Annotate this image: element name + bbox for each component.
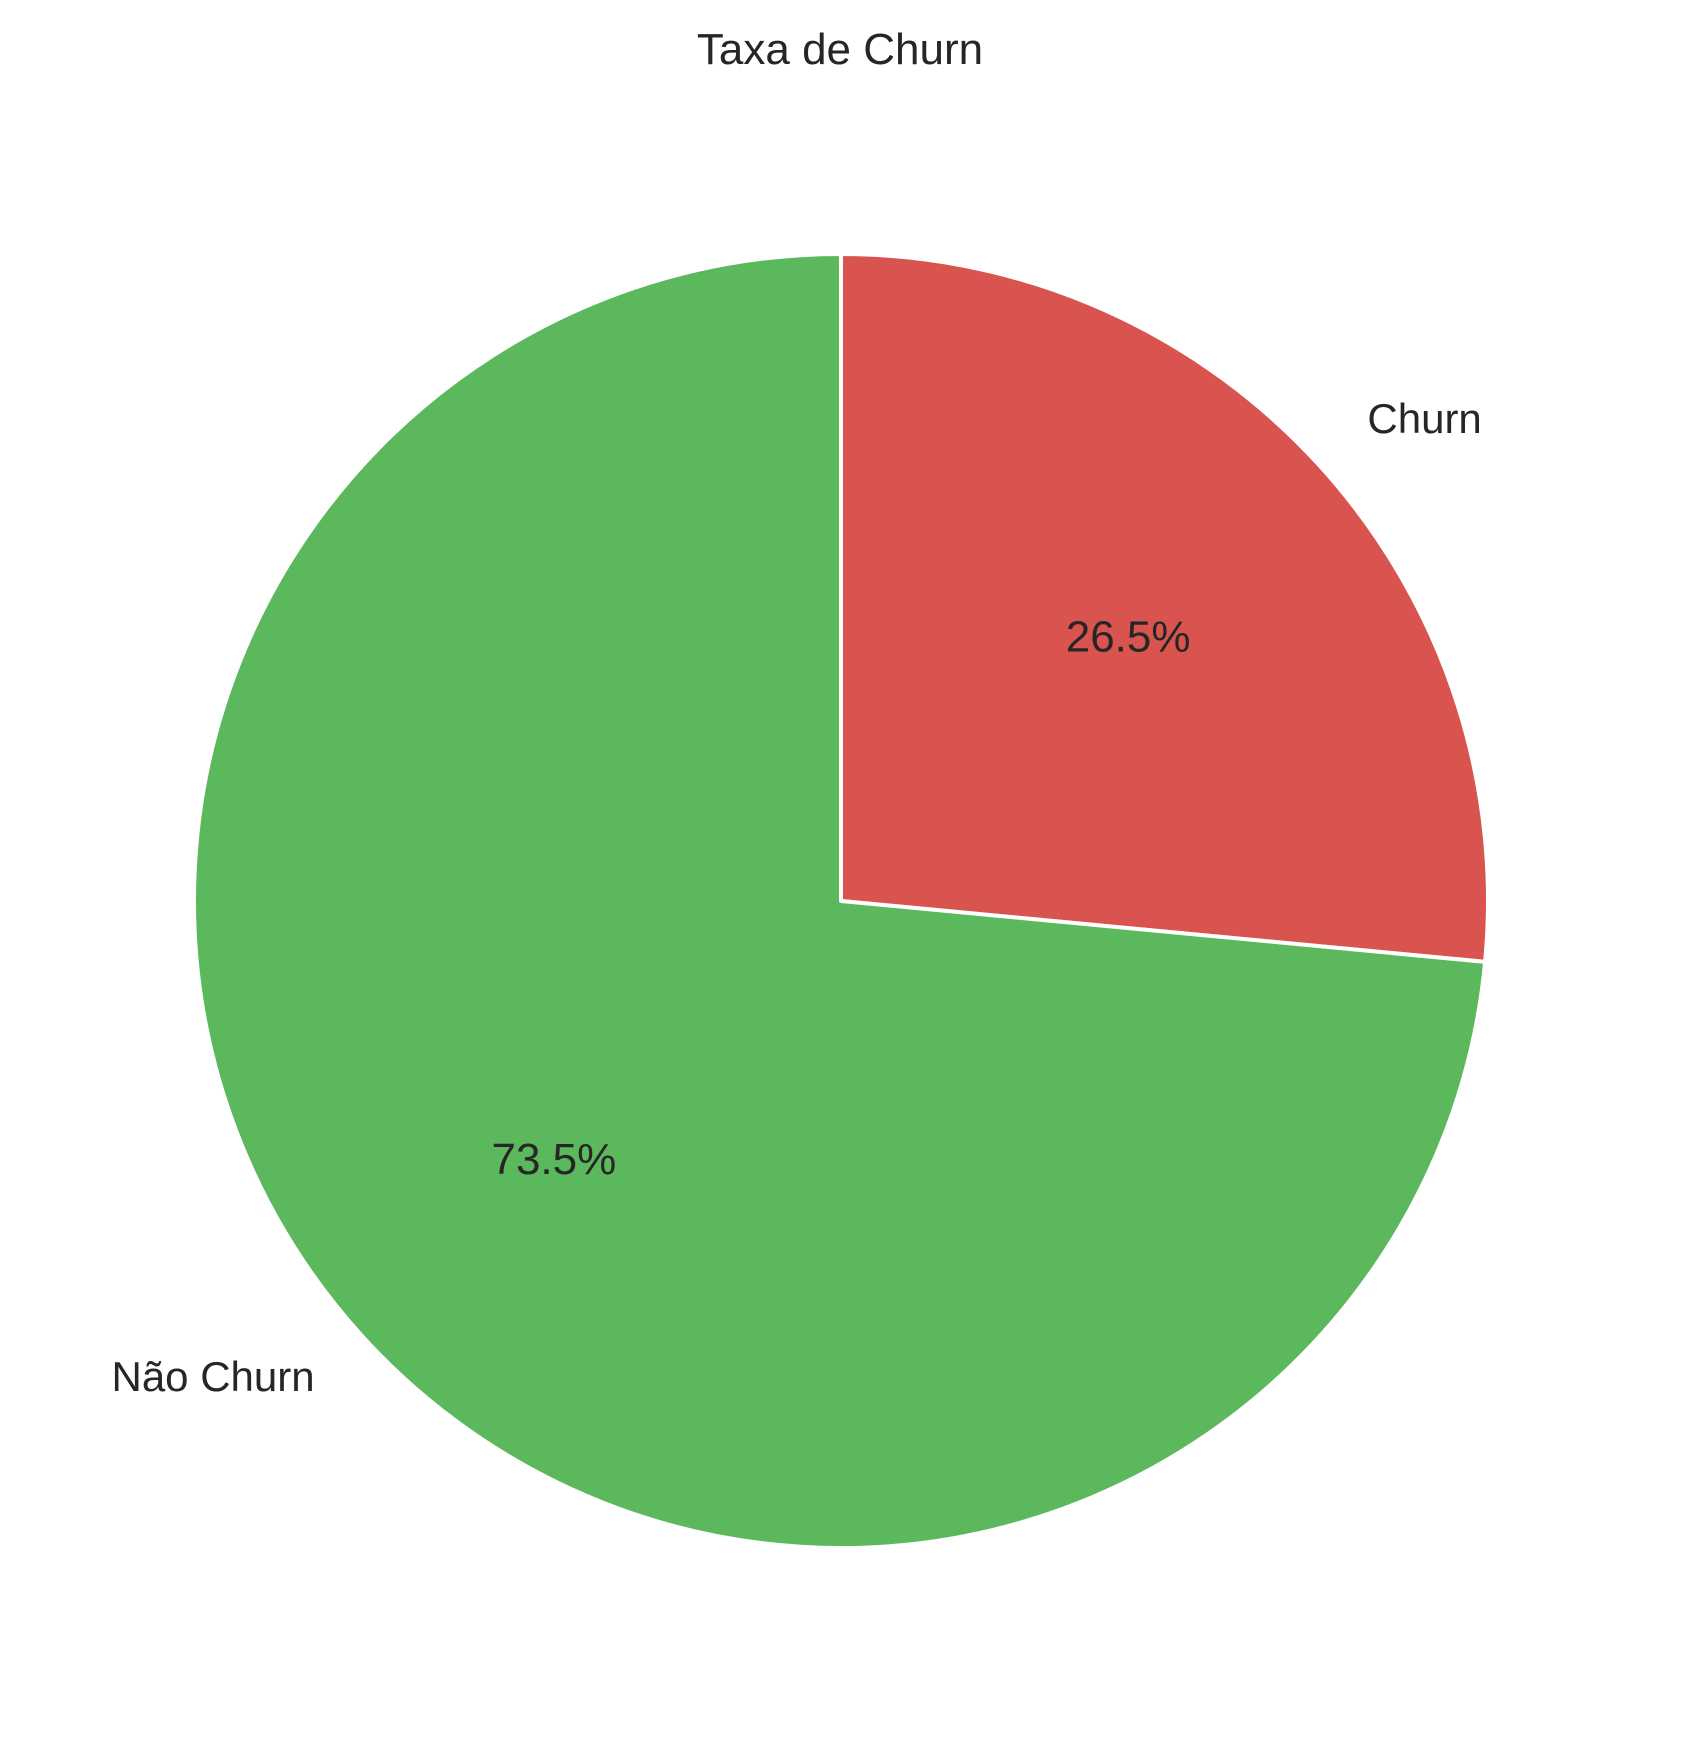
pie-slice-churn [839,252,1490,964]
pie-slice-n-o-churn [192,252,1488,1550]
pie-slices [192,252,1490,1550]
slice-label-n-o-churn: Não Churn [111,1353,314,1400]
slice-percentage-churn: 26.5% [1066,612,1191,661]
slice-percentage-n-o-churn: 73.5% [491,1135,616,1184]
chart-title: Taxa de Churn [697,25,983,74]
pie-labels: Churn 26.5% Não Churn 73.5% [111,395,1481,1400]
slice-label-churn: Churn [1367,395,1481,442]
